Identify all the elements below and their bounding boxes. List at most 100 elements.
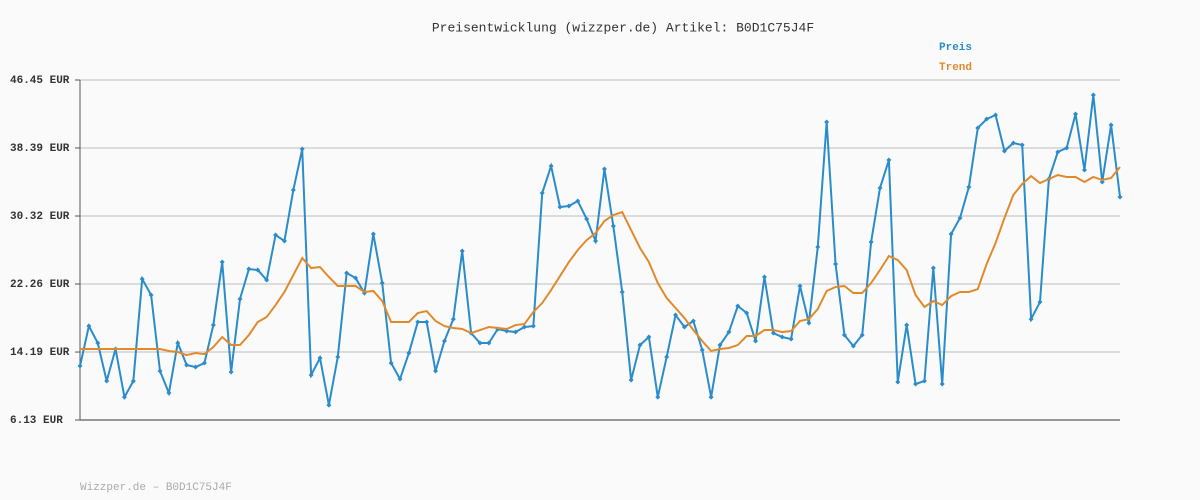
point-marker [735, 303, 741, 309]
point-marker [86, 323, 92, 329]
point-marker [255, 267, 261, 273]
point-marker [237, 296, 243, 302]
point-marker [166, 390, 172, 396]
point-marker [281, 238, 287, 244]
point-marker [308, 372, 314, 378]
point-marker [548, 163, 554, 169]
point-marker [566, 203, 572, 209]
point-marker [210, 322, 216, 328]
point-marker [833, 261, 839, 267]
point-marker [957, 215, 963, 221]
point-marker [690, 318, 696, 324]
point-marker [148, 292, 154, 298]
point-marker [1037, 299, 1043, 305]
point-marker [77, 363, 83, 369]
point-marker [450, 316, 456, 322]
point-marker [219, 259, 225, 265]
point-marker [593, 238, 599, 244]
point-marker [913, 381, 919, 387]
y-tick-label: 14.19 EUR [10, 347, 70, 359]
point-marker [1019, 142, 1025, 148]
legend-label: Preis [939, 42, 972, 54]
point-marker [424, 319, 430, 325]
point-marker [646, 334, 652, 340]
point-marker [379, 280, 385, 286]
point-marker [95, 340, 101, 346]
point-marker [1099, 179, 1105, 185]
point-marker [486, 340, 492, 346]
point-marker [895, 379, 901, 385]
point-marker [184, 362, 190, 368]
point-marker [815, 244, 821, 250]
point-marker [433, 368, 439, 374]
series-line [79, 94, 1121, 406]
y-tick-label: 38.39 EUR [10, 143, 70, 155]
point-marker [859, 332, 865, 338]
point-marker [388, 360, 394, 366]
point-marker [317, 355, 323, 361]
point-marker [139, 276, 145, 282]
point-marker [1001, 148, 1007, 154]
point-marker [966, 184, 972, 190]
point-marker [1010, 140, 1016, 146]
point-marker [877, 185, 883, 191]
point-marker [130, 378, 136, 384]
point-marker [539, 190, 545, 196]
point-marker [806, 320, 812, 326]
point-marker [326, 402, 332, 408]
point-marker [993, 112, 999, 118]
point-marker [228, 369, 234, 375]
legend-label: Trend [939, 62, 972, 74]
point-marker [353, 275, 359, 281]
point-marker [521, 324, 527, 330]
point-marker [370, 231, 376, 237]
point-marker [753, 338, 759, 344]
point-marker [984, 116, 990, 122]
point-marker [761, 274, 767, 280]
point-marker [930, 265, 936, 271]
footer: Wizzper.de – B0D1C75J4F [80, 482, 232, 494]
point-marker [841, 332, 847, 338]
point-marker [193, 364, 199, 370]
point-marker [273, 232, 279, 238]
point-marker [921, 378, 927, 384]
point-marker [397, 376, 403, 382]
point-marker [121, 394, 127, 400]
point-marker [299, 146, 305, 152]
point-marker [788, 336, 794, 342]
point-marker [530, 323, 536, 329]
point-marker [575, 198, 581, 204]
point-marker [655, 394, 661, 400]
series-line [80, 166, 1121, 357]
point-marker [157, 368, 163, 374]
point-marker [975, 125, 981, 131]
point-marker [1117, 194, 1123, 200]
point-marker [939, 381, 945, 387]
point-marker [824, 119, 830, 125]
point-marker [744, 310, 750, 316]
y-tick-label: 30.32 EUR [10, 211, 70, 223]
point-marker [610, 223, 616, 229]
point-marker [673, 312, 679, 318]
point-marker [459, 248, 465, 254]
point-marker [717, 342, 723, 348]
point-marker [1064, 145, 1070, 151]
point-marker [1090, 92, 1096, 98]
point-marker [1081, 167, 1087, 173]
y-tick-label: 22.26 EUR [10, 279, 70, 291]
point-marker [850, 343, 856, 349]
y-tick-label: 46.45 EUR [10, 75, 70, 87]
point-marker [886, 157, 892, 163]
point-marker [904, 322, 910, 328]
point-marker [770, 330, 776, 336]
point-marker [601, 166, 607, 172]
y-tick-label: 6.13 EUR [10, 415, 63, 427]
point-marker [708, 394, 714, 400]
chart-title: Preisentwicklung (wizzper.de) Artikel: B… [432, 20, 814, 35]
point-marker [699, 347, 705, 353]
point-marker [628, 377, 634, 383]
point-marker [1108, 122, 1114, 128]
point-marker [513, 329, 519, 335]
point-marker [1028, 316, 1034, 322]
point-marker [246, 266, 252, 272]
